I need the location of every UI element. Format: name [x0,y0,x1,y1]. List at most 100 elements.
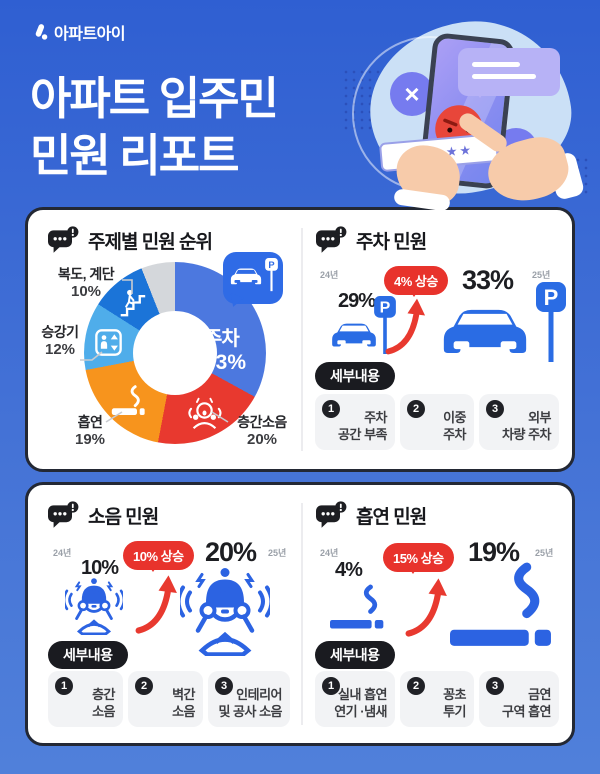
year-to-label: 25년 [268,548,287,558]
detail-box: 2 벽간 소음 [128,671,203,727]
donut-hole [133,311,217,395]
chat-bubble [458,48,560,98]
chat-line [472,74,536,79]
rise-arrow-icon [405,578,447,637]
detail-number-badge: 2 [135,677,153,695]
detail-box: 2 꽁초 투기 [400,671,474,727]
screaming-person-icon [188,397,222,429]
detail-text: 인테리어 및 공사 소음 [218,687,282,720]
detail-number-badge: 3 [486,400,504,418]
detail-box: 1 실내 흡연 연기 ·냄새 [315,671,395,727]
slice-label-corridor: 복도, 계단 10% [57,266,115,300]
detail-box: 3 금연 구역 흡연 [479,671,559,727]
elevator-icon [95,329,122,356]
svg-text:P: P [544,285,559,310]
change-badge: 15% 상승 [383,543,454,574]
detail-boxes: 1 층간 소음 2 벽간 소음 3 인테리어 [48,671,290,727]
section-noise: 소음 민원 24년 25년 10% 10% 상승 20% [28,485,300,743]
from-percentage: 4% [335,559,363,581]
slice-label-floornoise: 층간소음 20% [237,414,287,448]
section-parking: 주차 민원 24년 25년 29% 4% 상승 33% P [300,210,572,469]
card-divider [301,228,303,451]
detail-box: 3 외부 차량 주차 [479,394,559,450]
detail-boxes: 1 주차 공간 부족 2 이중 주차 3 외부 [315,394,559,450]
hero-illustration: × × ★ ★★★★ [342,8,594,212]
brand-logo: 아파트아이 [30,20,126,44]
small-noise-person-icon [65,578,123,635]
section-header: 주제별 민원 순위 [48,225,213,255]
car-icon [230,268,262,285]
section-topic-ranking: 주제별 민원 순위 [28,210,300,469]
year-from-label: 24년 [53,548,72,558]
detail-number-badge: 3 [215,677,233,695]
complaint-bubble-icon [48,501,79,528]
to-percentage: 33% [462,265,514,295]
detail-number-badge: 1 [322,677,340,695]
section-title: 소음 민원 [88,506,159,528]
detail-text: 주차 공간 부족 [338,410,387,443]
detail-box: 3 인테리어 및 공사 소음 [208,671,290,727]
page-title: 아파트 입주민 민원 리포트 [30,70,279,184]
section-smoking: 흡연 민원 24년 25년 4% 15% 상승 19% 세부내용 [300,485,572,743]
change-badge: 10% 상승 [123,541,194,572]
rise-arrow-icon [385,298,426,355]
small-parking-sign-icon: P [374,296,396,354]
slice-label-elevator: 승강기 12% [41,324,79,358]
detail-box: 2 이중 주차 [400,394,474,450]
large-cigarette-icon [450,562,551,646]
page-title-line2: 민원 리포트 [30,130,240,181]
detail-number-badge: 2 [407,677,425,695]
complaint-bubble-icon [48,226,79,253]
large-noise-person-icon [180,568,270,656]
complaint-bubble-icon [316,501,347,528]
year-to-label: 25년 [532,270,551,280]
details-pill: 세부내용 [48,641,128,669]
detail-number-badge: 1 [55,677,73,695]
section-title: 흡연 민원 [356,506,427,528]
from-percentage: 10% [81,557,119,579]
detail-number-badge: 1 [322,400,340,418]
chat-line [472,62,520,67]
complaint-bubble-icon [316,226,347,253]
year-to-label: 25년 [535,548,554,558]
detail-number-badge: 3 [486,677,504,695]
year-from-label: 24년 [320,270,339,280]
detail-text: 이중 주차 [443,410,466,443]
section-header: 주차 민원 [316,225,427,255]
to-percentage: 19% [468,537,520,567]
detail-text: 층간 소음 [92,687,115,720]
change-badge: 4% 상승 [384,266,448,297]
card-divider [301,503,303,725]
detail-text: 꽁초 투기 [443,687,466,720]
page-title-line1: 아파트 입주민 [30,73,279,124]
details-pill: 세부내용 [315,362,395,390]
card-noise-and-smoking: 소음 민원 24년 25년 10% 10% 상승 20% [25,482,575,746]
detail-text: 외부 차량 주차 [502,410,551,443]
detail-text: 실내 흡연 연기 ·냄새 [334,687,387,720]
card-topic-and-parking: 주제별 민원 순위 [25,207,575,472]
parking-sign-icon: P [265,258,278,292]
small-cigarette-icon [330,584,384,629]
small-car-icon [332,323,376,347]
to-percentage: 20% [205,537,257,567]
detail-text: 벽간 소음 [172,687,195,720]
from-percentage: 29% [338,290,376,312]
large-parking-sign-icon: P [536,282,566,362]
svg-text:P: P [268,260,274,270]
rise-arrow-icon [135,575,177,634]
detail-boxes: 1 실내 흡연 연기 ·냄새 2 꽁초 투기 3 금연 [315,671,559,727]
section-header: 흡연 민원 [316,500,427,530]
detail-box: 1 주차 공간 부족 [315,394,395,450]
detail-box: 1 층간 소음 [48,671,123,727]
section-title: 주제별 민원 순위 [88,231,213,253]
slice-label-smoking: 흡연 19% [74,414,106,448]
parking-callout-bubble: P [223,252,283,304]
svg-text:P: P [380,300,391,317]
section-header: 소음 민원 [48,500,159,530]
details-pill: 세부내용 [315,641,395,669]
detail-text: 금연 구역 흡연 [502,687,551,720]
stairs-person-icon [120,289,146,317]
year-from-label: 24년 [320,548,339,558]
brand-logo-text: 아파트아이 [54,26,126,43]
